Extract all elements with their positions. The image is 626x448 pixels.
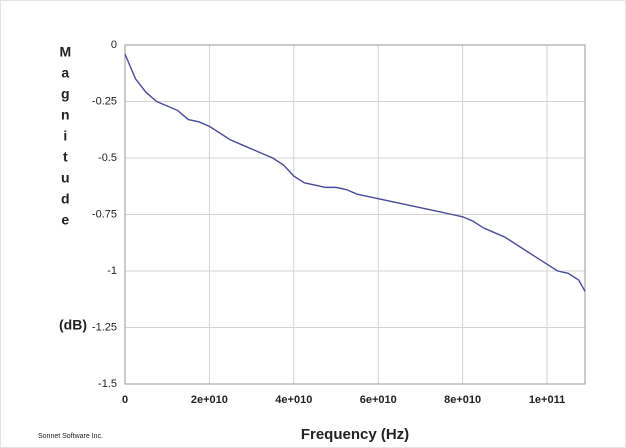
y-tick-label: -1.25 xyxy=(92,321,117,333)
x-tick-label: 0 xyxy=(122,394,128,406)
x-tick-label: 4e+010 xyxy=(275,394,312,406)
y-axis-label: Magnitude xyxy=(57,44,73,233)
credit: Sonnet Software Inc. xyxy=(38,433,103,440)
x-tick-label: 8e+010 xyxy=(444,394,481,406)
plot-border xyxy=(124,44,586,385)
y-tick-label: -0.75 xyxy=(92,208,117,220)
y-tick-label: 0 xyxy=(111,39,117,51)
x-tick-label: 2e+010 xyxy=(191,394,228,406)
x-axis-label: Frequency (Hz) xyxy=(301,426,409,443)
y-axis-unit: (dB) xyxy=(59,317,87,333)
y-tick-label: -0.25 xyxy=(92,95,117,107)
y-tick-label: -1.5 xyxy=(98,378,117,390)
x-tick-label: 6e+010 xyxy=(360,394,397,406)
y-tick-label: -1 xyxy=(107,265,117,277)
data-line xyxy=(124,53,586,292)
x-tick-label: 1e+011 xyxy=(529,394,565,406)
y-tick-label: -0.5 xyxy=(98,152,117,164)
